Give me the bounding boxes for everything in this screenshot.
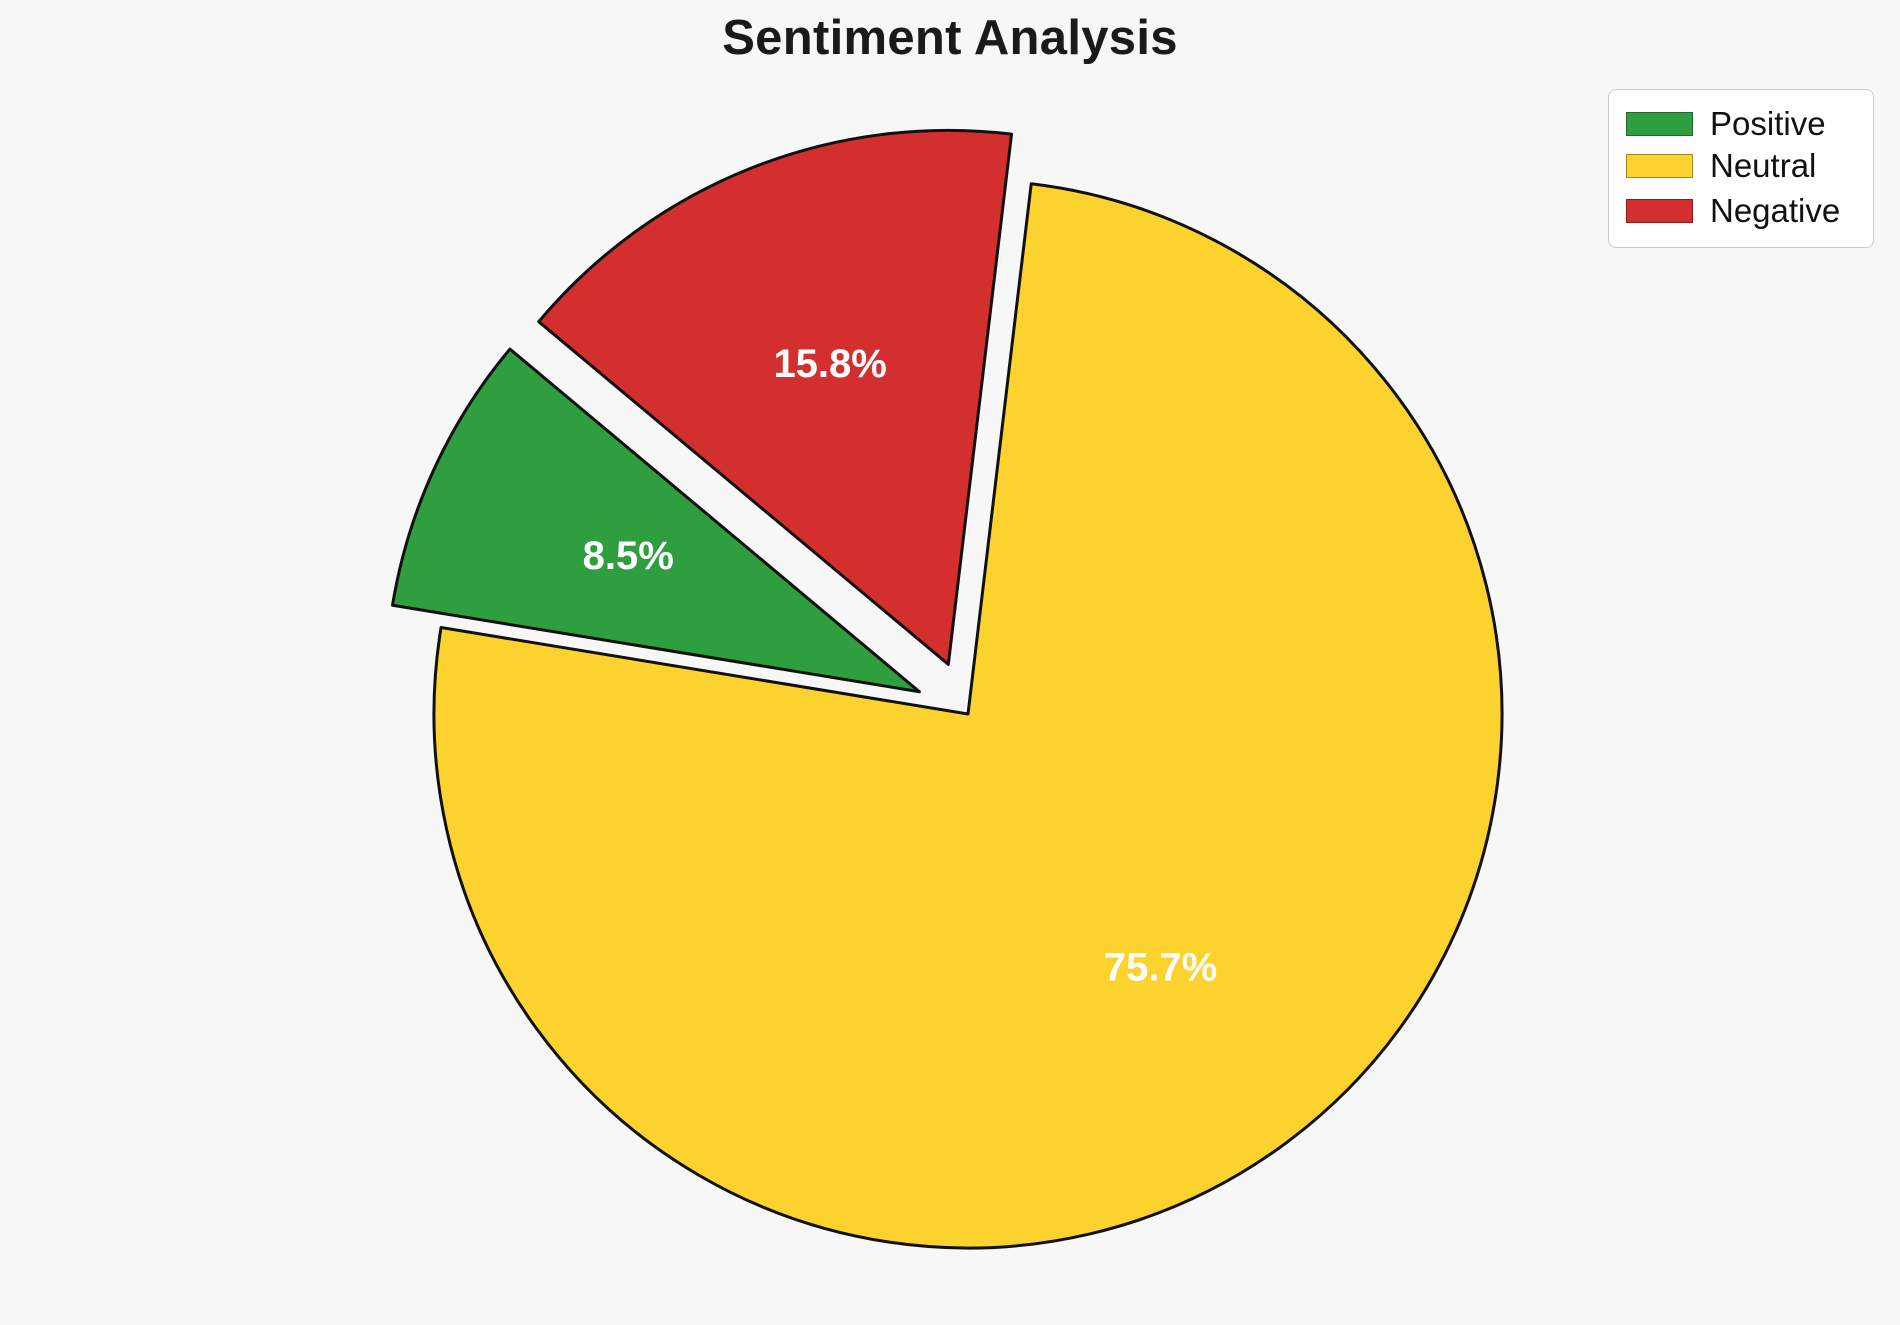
- svg-text:75.7%: 75.7%: [1104, 946, 1217, 990]
- svg-text:15.8%: 15.8%: [773, 342, 886, 386]
- svg-text:8.5%: 8.5%: [583, 534, 674, 578]
